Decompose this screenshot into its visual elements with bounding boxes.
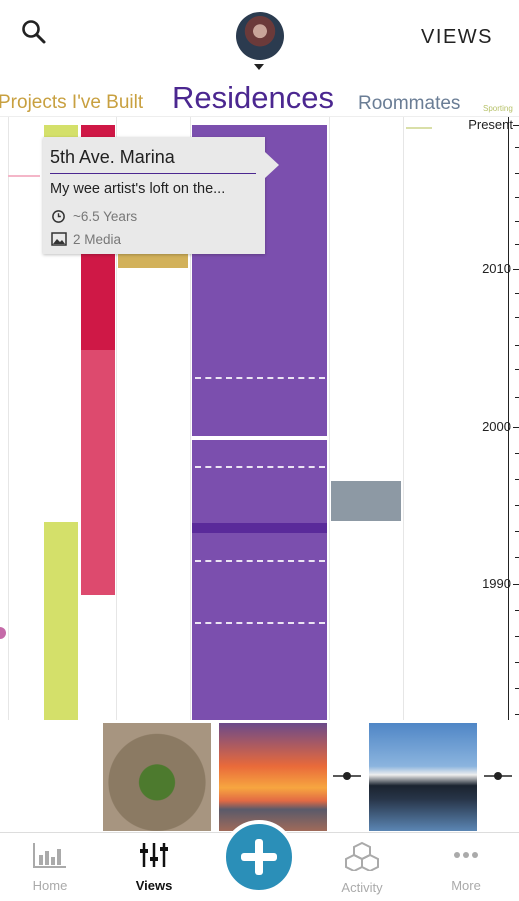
nav-home[interactable]: Home	[10, 841, 90, 893]
divider	[50, 173, 256, 174]
column-divider	[8, 117, 9, 720]
axis-tick	[515, 197, 519, 198]
axis-tick	[515, 397, 519, 398]
nav-more[interactable]: More	[426, 841, 506, 893]
project-marker[interactable]	[8, 175, 40, 177]
timeline-connector-icon	[484, 772, 512, 780]
nav-views[interactable]: Views	[114, 841, 194, 893]
tooltip-pointer	[265, 152, 279, 178]
plus-icon	[241, 839, 277, 875]
time-axis	[508, 117, 519, 720]
axis-tick	[515, 345, 519, 346]
tooltip-duration: ~6.5 Years	[73, 209, 138, 224]
roommate-bar[interactable]	[331, 481, 401, 521]
axis-tick	[513, 584, 519, 585]
tooltip-title: 5th Ave. Marina	[50, 147, 175, 167]
chevron-down-icon[interactable]	[254, 64, 264, 70]
nav-views-label: Views	[135, 878, 173, 893]
views-button[interactable]: VIEWS	[421, 26, 493, 48]
tab-roommates[interactable]: Roommates	[358, 93, 461, 114]
axis-label-2000: 2000	[482, 419, 511, 434]
boat-photo[interactable]	[369, 723, 477, 831]
axis-tick	[515, 244, 519, 245]
axis-tick	[513, 269, 519, 270]
nav-activity-label: Activity	[341, 880, 383, 895]
axis-tick	[515, 147, 519, 148]
axis-tick	[513, 427, 519, 428]
project-bar[interactable]	[81, 350, 115, 595]
column-divider	[190, 117, 191, 720]
axis-tick	[515, 662, 519, 663]
axis-tick	[515, 173, 519, 174]
axis-tick	[515, 317, 519, 318]
divider	[195, 466, 325, 468]
column-divider	[116, 117, 117, 720]
project-bar[interactable]	[44, 522, 78, 720]
tooltip-description: My wee artist's loft on the...	[50, 181, 226, 197]
axis-label-1990: 1990	[482, 576, 511, 591]
divider	[195, 560, 325, 562]
project-bar[interactable]	[44, 125, 78, 137]
nav-more-label: More	[451, 878, 481, 893]
sporting-bar[interactable]	[406, 127, 432, 129]
axis-tick	[515, 221, 519, 222]
bar-chart-icon	[33, 843, 66, 868]
add-button[interactable]	[222, 820, 296, 894]
column-divider	[329, 117, 330, 720]
axis-tick	[515, 505, 519, 506]
divider	[195, 377, 325, 379]
axis-tick	[513, 125, 519, 126]
axis-tick	[515, 453, 519, 454]
clock-icon	[52, 210, 65, 223]
residence-bar[interactable]	[192, 523, 327, 533]
tooltip-media-count: 2 Media	[73, 232, 122, 247]
tab-projects[interactable]: Projects I've Built	[0, 92, 144, 113]
project-marker[interactable]	[0, 627, 6, 639]
axis-tick	[515, 557, 519, 558]
avatar[interactable]	[236, 12, 284, 60]
axis-tick	[515, 369, 519, 370]
image-icon	[51, 232, 67, 246]
sunset-photo[interactable]	[219, 723, 327, 831]
residence-tooltip[interactable]: 5th Ave. Marina My wee artist's loft on …	[43, 137, 265, 254]
nav-home-label: Home	[32, 878, 68, 893]
axis-label-2010: 2010	[482, 261, 511, 276]
cubes-icon	[345, 841, 379, 873]
axis-tick	[515, 293, 519, 294]
more-dots-icon	[454, 852, 478, 858]
plant-photo[interactable]	[103, 723, 211, 831]
axis-tick	[515, 479, 519, 480]
divider	[195, 622, 325, 624]
axis-tick	[515, 688, 519, 689]
sliders-icon	[140, 843, 168, 867]
divider	[0, 116, 519, 117]
project-bar[interactable]	[118, 254, 188, 268]
tab-sporting[interactable]: Sporting	[483, 104, 513, 113]
timeline-connector-icon	[333, 772, 361, 780]
tab-residences[interactable]: Residences	[172, 80, 334, 115]
axis-tick	[515, 636, 519, 637]
axis-tick	[515, 714, 519, 715]
axis-tick	[515, 610, 519, 611]
search-icon[interactable]	[20, 18, 48, 46]
media-strip[interactable]	[0, 720, 519, 832]
axis-label-present: Present	[468, 117, 513, 132]
nav-activity[interactable]: Activity	[322, 841, 402, 895]
axis-tick	[515, 531, 519, 532]
column-divider	[403, 117, 404, 720]
residence-bar[interactable]	[192, 440, 327, 720]
